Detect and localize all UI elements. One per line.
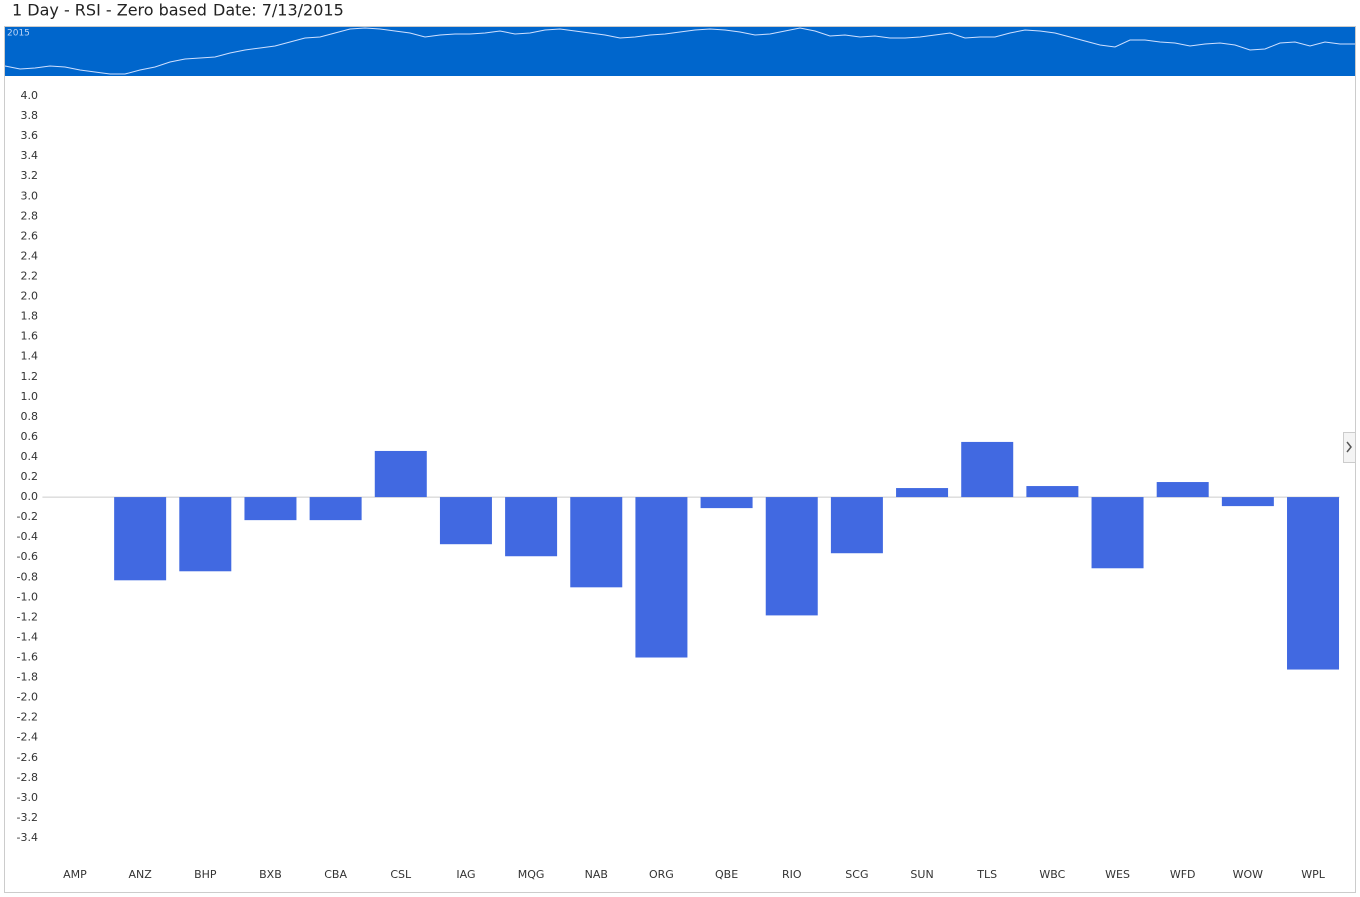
date-label: Date: 7/13/2015 — [213, 1, 344, 20]
y-tick-label: 3.0 — [21, 189, 39, 202]
x-tick-label: IAG — [456, 868, 475, 881]
expand-tab[interactable] — [1343, 432, 1356, 463]
x-tick-label: WFD — [1170, 868, 1196, 881]
y-tick-label: -3.2 — [17, 811, 38, 824]
x-tick-label: NAB — [585, 868, 608, 881]
y-tick-label: 2.0 — [21, 290, 39, 303]
y-tick-label: -0.2 — [17, 510, 38, 523]
chart-border — [4, 26, 1356, 893]
bar — [1287, 497, 1340, 670]
bar — [374, 450, 427, 498]
x-tick-label: ORG — [649, 868, 674, 881]
x-tick-label: WOW — [1233, 868, 1264, 881]
x-tick-label: BXB — [259, 868, 282, 881]
y-tick-label: 3.6 — [21, 129, 39, 142]
y-tick-label: 3.8 — [21, 109, 39, 122]
x-tick-label: WPL — [1301, 868, 1326, 881]
x-tick-label: BHP — [194, 868, 217, 881]
bar — [1091, 497, 1144, 569]
x-tick-label: SCG — [845, 868, 868, 881]
expand-arrow — [1346, 441, 1352, 453]
y-tick-label: 0.6 — [21, 430, 39, 443]
bar — [1221, 497, 1274, 507]
y-tick-label: -1.0 — [17, 590, 38, 603]
y-tick-label: 2.6 — [21, 229, 39, 242]
bar — [439, 497, 492, 545]
bar — [830, 497, 883, 554]
bar — [635, 497, 688, 658]
y-tick-label: -1.8 — [17, 671, 38, 684]
y-tick-label: 1.6 — [21, 330, 39, 343]
bar — [114, 497, 167, 581]
bar — [309, 497, 362, 521]
y-tick-label: 3.2 — [21, 169, 39, 182]
y-tick-label: -3.4 — [17, 831, 38, 844]
bar — [244, 497, 297, 521]
bar — [896, 488, 949, 498]
y-tick-label: -2.8 — [17, 771, 38, 784]
y-tick-label: 1.2 — [21, 370, 39, 383]
y-tick-label: -1.2 — [17, 610, 38, 623]
x-tick-label: ANZ — [128, 868, 152, 881]
y-tick-label: -2.6 — [17, 751, 38, 764]
y-tick-label: 1.4 — [21, 350, 39, 363]
y-tick-label: -0.4 — [17, 530, 38, 543]
x-tick-label: CBA — [324, 868, 347, 881]
y-tick-label: 2.8 — [21, 209, 39, 222]
x-tick-label: AMP — [63, 868, 87, 881]
x-tick-label: QBE — [715, 868, 738, 881]
navigator-label: 2015 — [7, 29, 30, 39]
bar — [1156, 482, 1209, 498]
y-tick-label: 1.0 — [21, 390, 39, 403]
bar — [765, 497, 818, 616]
bar — [570, 497, 623, 588]
y-tick-label: 0.4 — [21, 450, 39, 463]
y-tick-label: -2.4 — [17, 731, 38, 744]
chart-title: 1 Day - RSI - Zero based — [12, 1, 207, 20]
y-tick-label: -3.0 — [17, 791, 38, 804]
y-tick-label: -2.0 — [17, 691, 38, 704]
x-tick-label: WES — [1105, 868, 1130, 881]
bar — [505, 497, 558, 557]
y-tick-label: 3.4 — [21, 149, 39, 162]
y-tick-label: -1.6 — [17, 651, 38, 664]
y-tick-label: 1.8 — [21, 310, 39, 323]
bar — [700, 497, 753, 509]
navigator[interactable] — [5, 27, 1355, 76]
x-tick-label: TLS — [976, 868, 997, 881]
x-tick-label: WBC — [1039, 868, 1065, 881]
x-tick-label: CSL — [390, 868, 412, 881]
y-tick-label: 0.2 — [21, 470, 39, 483]
y-tick-label: 2.4 — [21, 249, 39, 262]
bar — [1026, 486, 1079, 498]
x-tick-label: RIO — [782, 868, 802, 881]
x-tick-label: MQG — [518, 868, 545, 881]
y-tick-label: -0.8 — [17, 570, 38, 583]
y-tick-label: 4.0 — [21, 89, 39, 102]
x-tick-label: SUN — [910, 868, 933, 881]
y-tick-label: 0.0 — [21, 490, 39, 503]
y-tick-label: -1.4 — [17, 630, 38, 643]
navigator-line — [4, 27, 1355, 75]
bar — [179, 497, 232, 572]
y-tick-label: 2.2 — [21, 269, 39, 282]
y-tick-label: 0.8 — [21, 410, 39, 423]
y-tick-label: -2.2 — [17, 711, 38, 724]
bar — [961, 441, 1014, 498]
y-tick-label: -0.6 — [17, 550, 38, 563]
